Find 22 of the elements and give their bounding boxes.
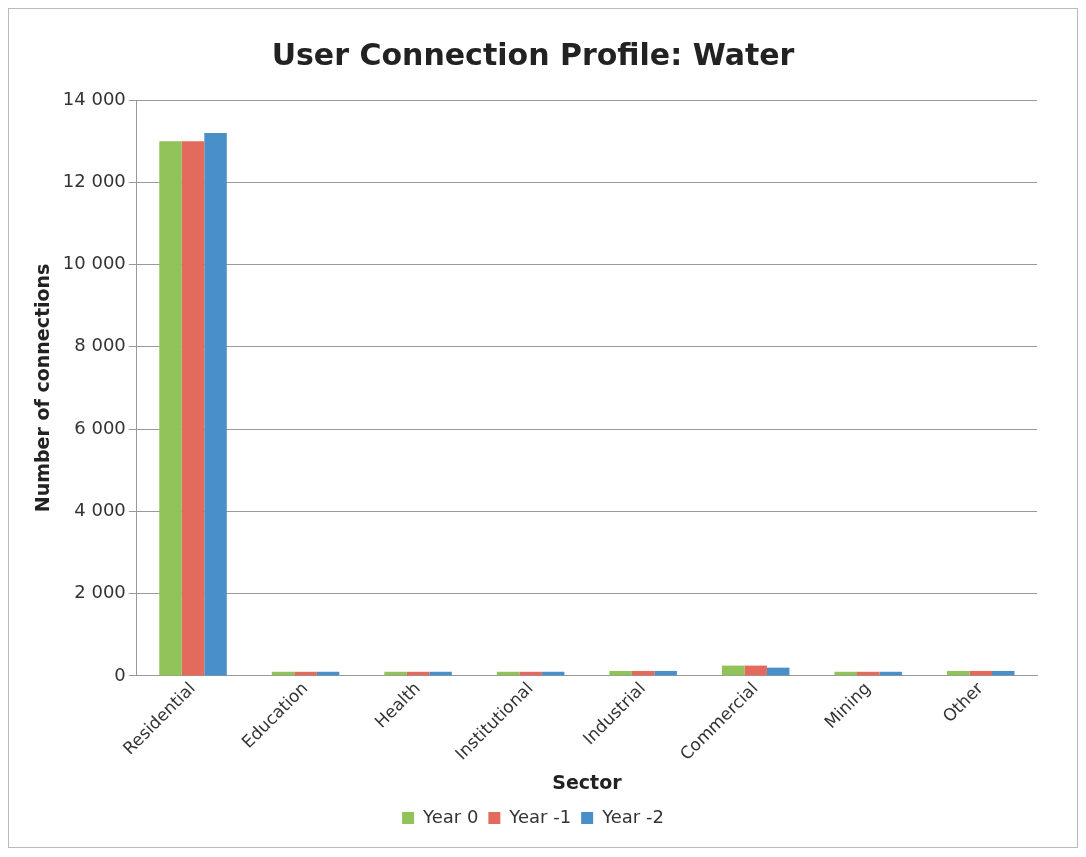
bar [609,670,632,676]
y-tick-label: 14 000 [62,87,126,109]
y-axis-title: Number of connections [31,263,54,513]
chart-title: User Connection Profile: Water [271,36,795,72]
bar [204,132,227,676]
y-tick-label: 12 000 [62,169,126,191]
legend-label: Year -1 [508,805,572,827]
bar [654,670,677,676]
x-axis-title: Sector [552,770,623,793]
y-tick-label: 8 000 [74,334,126,356]
bar [159,141,182,676]
bar [721,665,745,676]
legend-label: Year 0 [422,805,479,827]
bar [969,670,992,676]
y-tick-label: 10 000 [62,252,126,274]
y-tick-label: 0 [114,663,126,685]
legend-label: Year -2 [601,805,664,827]
y-tick-label: 6 000 [74,416,126,438]
bar [744,665,767,676]
y-tick-label: 4 000 [74,499,126,521]
bar [181,141,205,676]
y-tick-label: 2 000 [74,581,126,603]
